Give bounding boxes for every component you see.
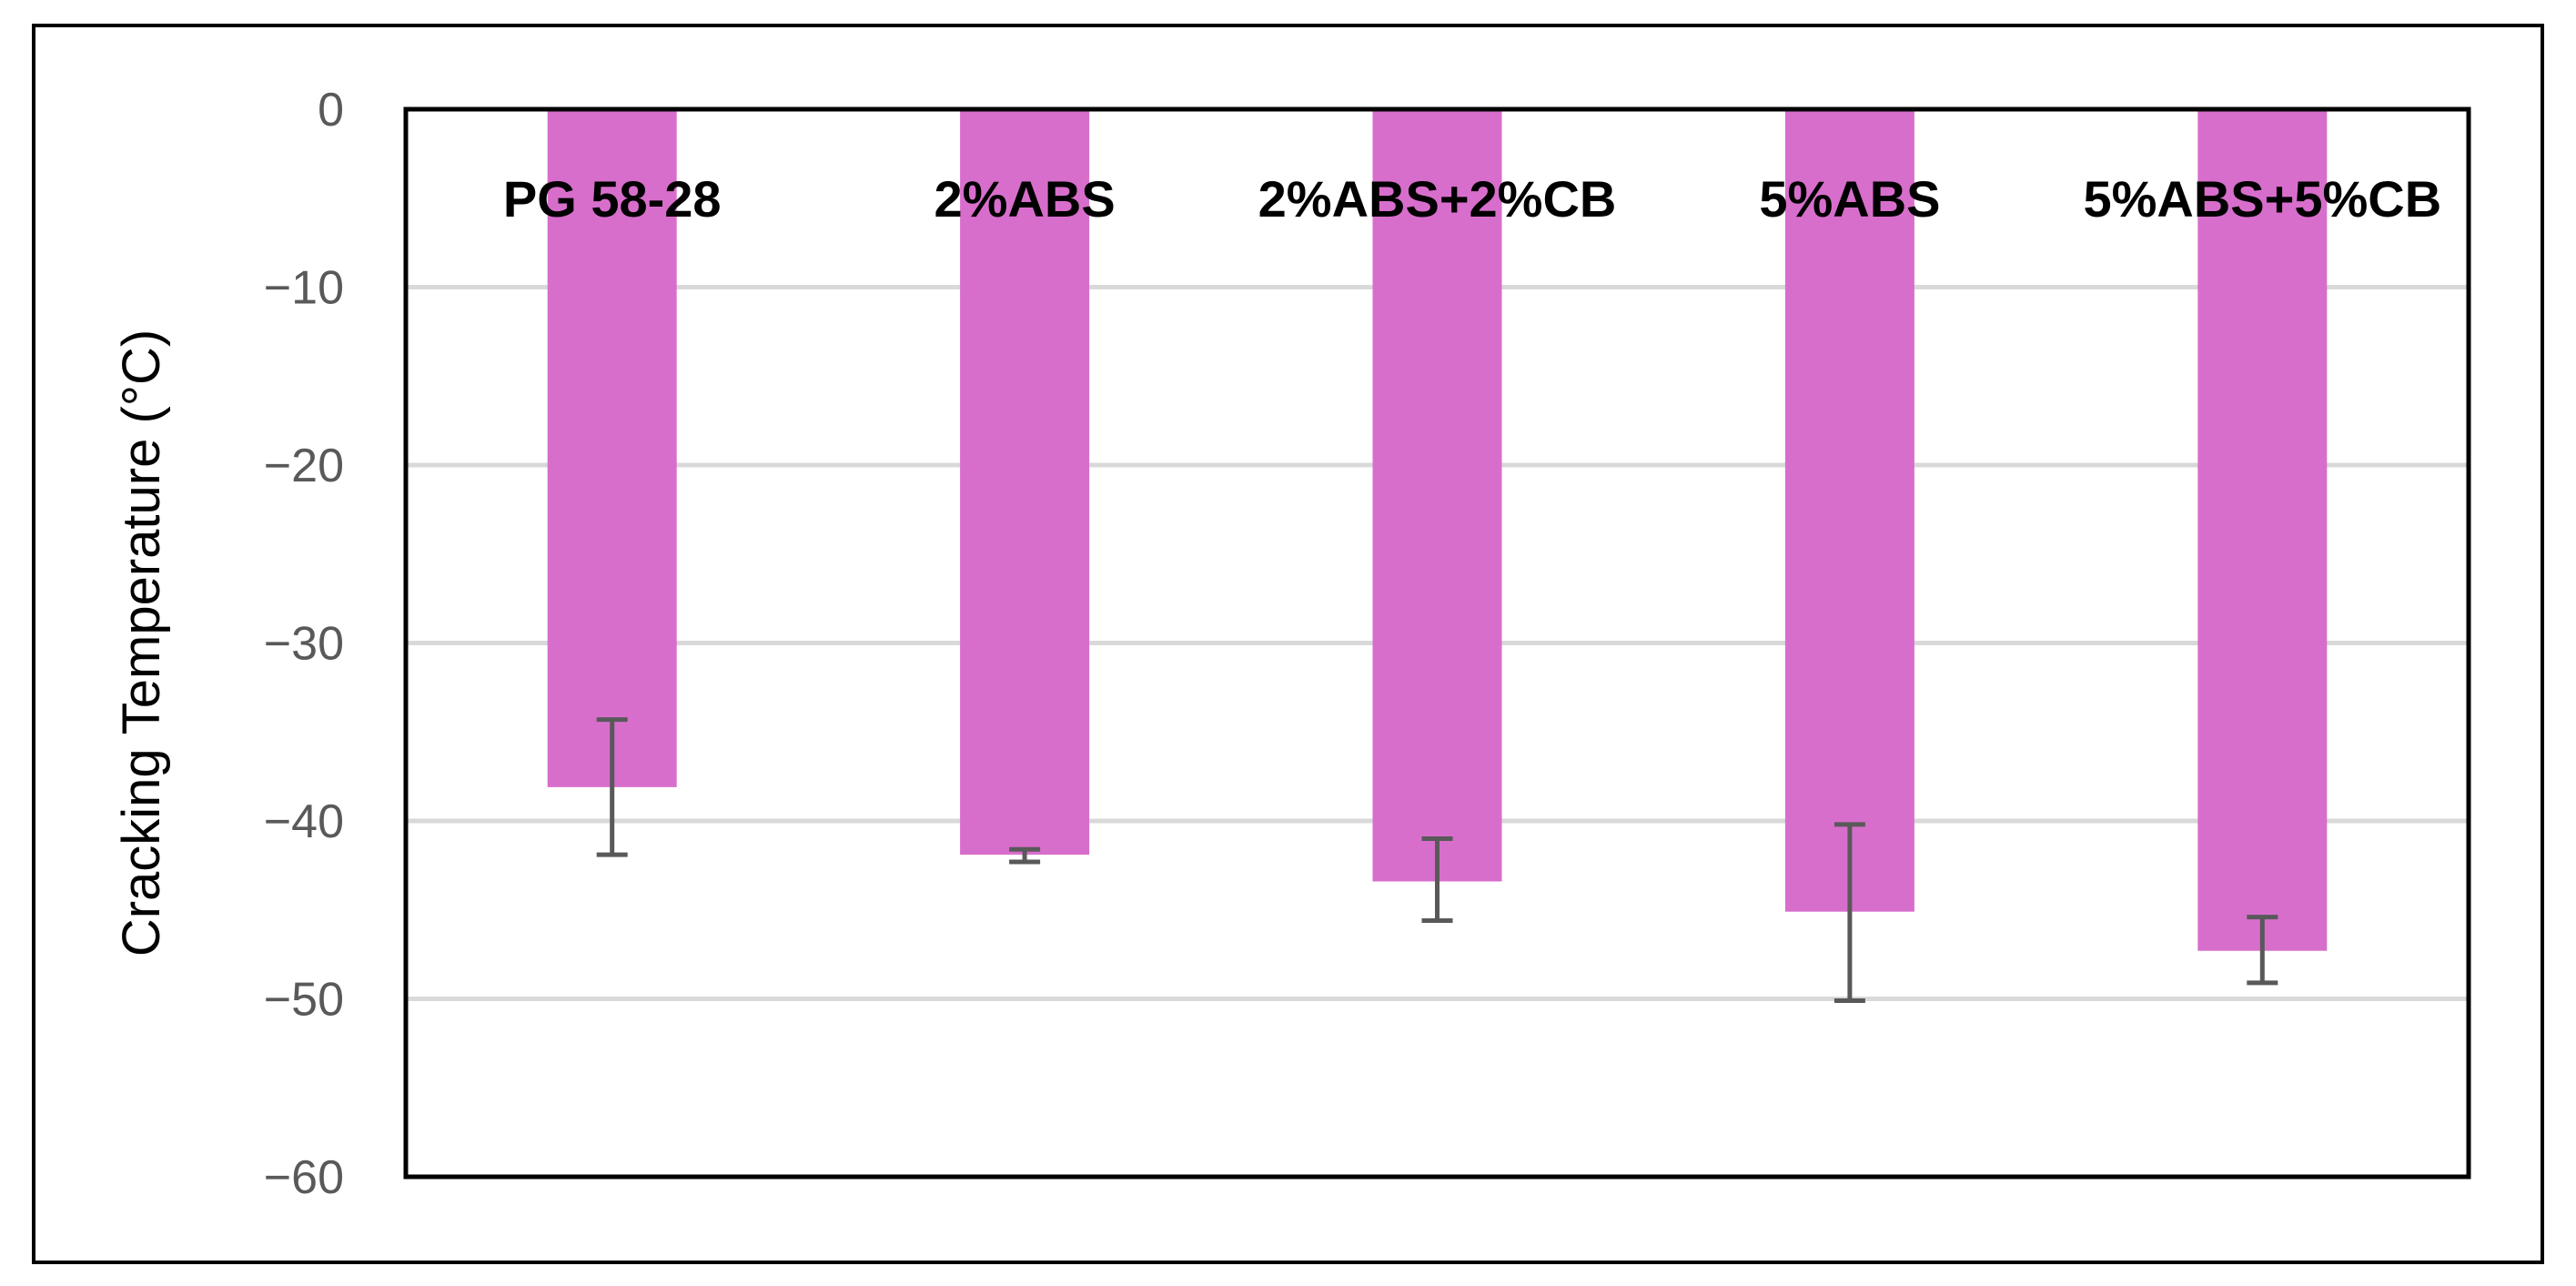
- error-bar: [1834, 822, 1865, 1003]
- bars: [547, 109, 2328, 951]
- bar: [547, 109, 677, 787]
- bar: [1372, 109, 1502, 882]
- y-axis-title: Cracking Temperature (°C): [112, 329, 171, 957]
- error-bar: [1009, 846, 1041, 865]
- y-tick-label: −20: [264, 440, 344, 492]
- y-tick-label: −10: [264, 262, 344, 315]
- y-tick-label: −30: [264, 618, 344, 671]
- category-label: 2%ABS+2%CB: [1258, 170, 1617, 228]
- y-tick-label: −60: [264, 1151, 344, 1204]
- category-label: 5%ABS+5%CB: [2083, 170, 2441, 228]
- y-tick-label: −50: [264, 974, 344, 1027]
- category-labels: PG 58-28 2%ABS 2%ABS+2%CB 5%ABS 5%ABS+5%CB: [503, 170, 2441, 228]
- y-axis-ticks: 0 −10 −20 −30 −40 −50 −60: [264, 84, 344, 1204]
- y-tick-label: −40: [264, 795, 344, 848]
- error-bar: [1421, 836, 1453, 923]
- bar: [2197, 109, 2328, 951]
- bar: [1784, 109, 1914, 912]
- error-bars: [596, 717, 2278, 1003]
- category-label: 5%ABS: [1759, 170, 1940, 228]
- error-bar: [2247, 915, 2278, 986]
- plot-area-frame: [403, 106, 2471, 1180]
- error-bar: [596, 717, 628, 857]
- category-label: 2%ABS: [934, 170, 1116, 228]
- bar: [960, 109, 1090, 856]
- y-tick-label: 0: [318, 84, 344, 137]
- category-label: PG 58-28: [503, 170, 722, 228]
